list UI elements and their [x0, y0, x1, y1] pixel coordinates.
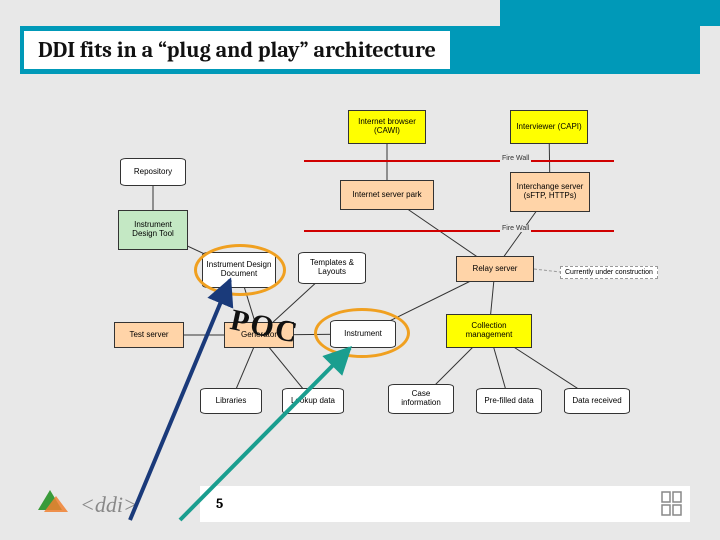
- note-under-construction: Currently under construction: [560, 266, 658, 279]
- title-bar: DDI fits in a “plug and play” architectu…: [20, 26, 700, 74]
- node-instrument: Instrument: [330, 320, 396, 348]
- node-interviewer: Interviewer (CAPI): [510, 110, 588, 144]
- node-repository: Repository: [120, 158, 186, 186]
- diagram-edges: [60, 90, 660, 480]
- page-title: DDI fits in a “plug and play” architectu…: [24, 31, 450, 69]
- footer-bar: [200, 486, 690, 522]
- node-prefilled: Pre-filled data: [476, 388, 542, 414]
- node-testserver: Test server: [114, 322, 184, 348]
- node-browser: Internet browser (CAWI): [348, 110, 426, 144]
- node-collection: Collection management: [446, 314, 532, 348]
- top-accent-bar: [500, 0, 720, 26]
- page-number: 5: [216, 495, 223, 512]
- firewall-line: [304, 230, 614, 232]
- node-libraries: Libraries: [200, 388, 262, 414]
- firewall-line: [304, 160, 614, 162]
- cbs-logo-icon: [660, 490, 684, 518]
- node-serverpark: Internet server park: [340, 180, 434, 210]
- node-design: Instrument Design Tool: [118, 210, 188, 250]
- ddi-logo-icon: <ddi>: [30, 482, 190, 522]
- node-received: Data received: [564, 388, 630, 414]
- node-caseinfo: Case information: [388, 384, 454, 414]
- node-templates: Templates & Layouts: [298, 252, 366, 284]
- firewall-label: Fire Wall: [500, 225, 531, 232]
- firewall-label: Fire Wall: [500, 155, 531, 162]
- node-lookup: Lookup data: [282, 388, 344, 414]
- svg-text:<ddi>: <ddi>: [80, 492, 138, 517]
- node-interchange: Interchange server (sFTP, HTTPs): [510, 172, 590, 212]
- node-relay: Relay server: [456, 256, 534, 282]
- architecture-diagram: Internet browser (CAWI) Interviewer (CAPI…: [60, 90, 660, 480]
- node-designdoc: Instrument Design Document: [202, 252, 276, 288]
